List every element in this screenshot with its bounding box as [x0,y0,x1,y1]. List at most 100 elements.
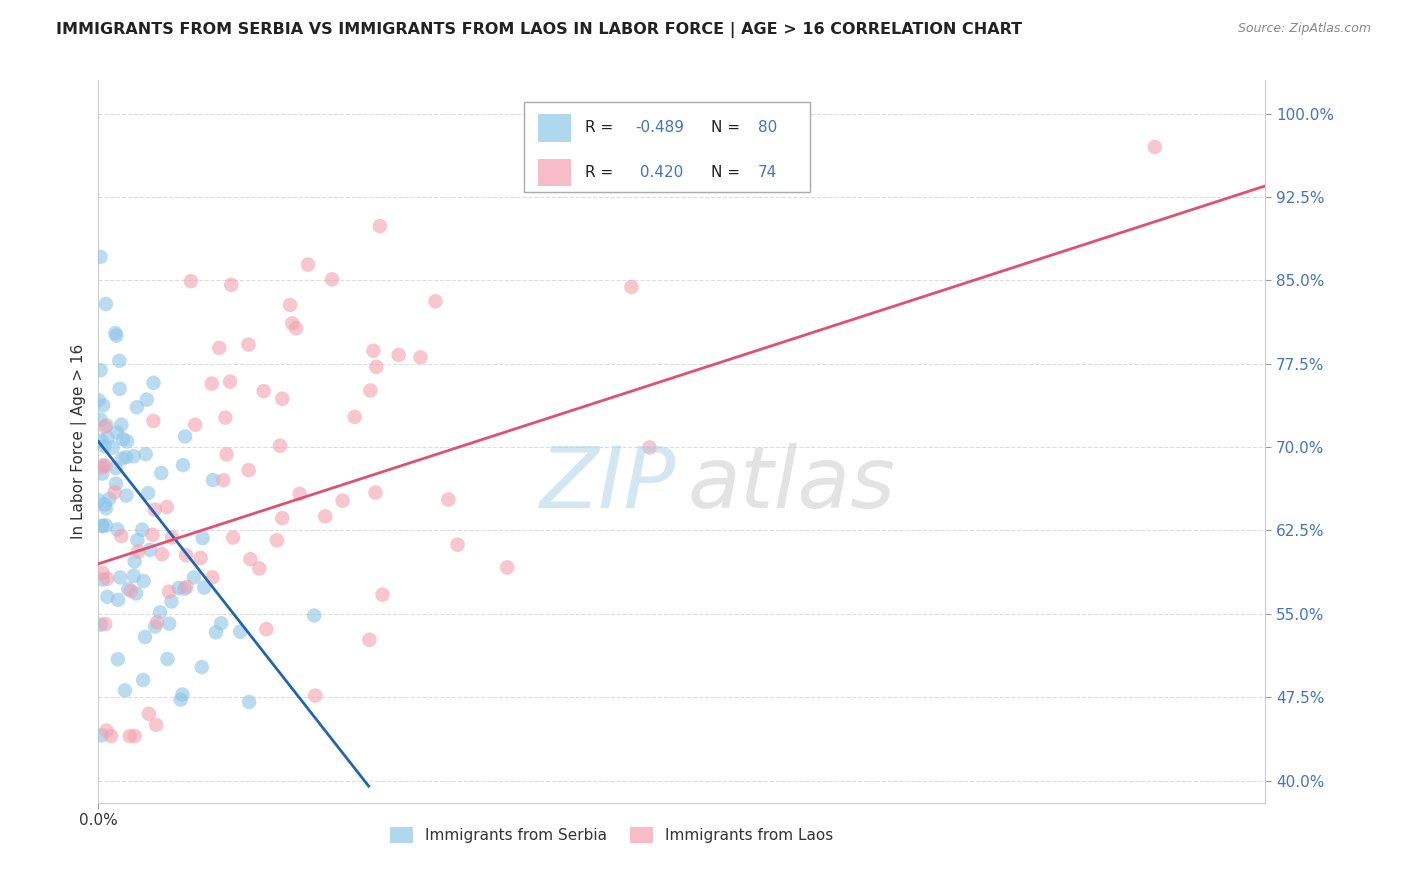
Text: -0.489: -0.489 [636,120,685,135]
Point [157,616,180,631]
Point [96,572,118,586]
Point [101,441,124,455]
Point [127,544,149,558]
Point [91,573,114,587]
Point [437,492,460,507]
Point [139,542,162,557]
Point [94,518,117,533]
Point [98,491,121,506]
Point [271,392,294,406]
Point [145,718,167,732]
Point [104,461,127,475]
Point [247,561,270,575]
Point [124,554,146,568]
Point [107,592,129,607]
Bar [538,114,571,142]
Point [96,590,118,604]
Point [160,531,183,545]
Point [111,451,134,466]
Point [120,583,142,598]
Point [205,625,228,640]
Point [132,574,155,588]
Point [638,441,661,455]
Point [191,531,214,545]
Point [89,412,111,426]
Point [127,533,149,547]
Point [359,632,381,647]
Point [111,432,134,446]
Point [94,617,117,632]
Point [191,660,214,674]
Point [87,493,110,508]
Point [90,434,112,448]
Bar [524,102,810,193]
Point [134,630,156,644]
Point [183,570,205,584]
Point [115,489,138,503]
Point [366,359,388,374]
Point [193,581,215,595]
Point [172,458,194,472]
Point [122,450,145,464]
Point [132,673,155,687]
Point [238,463,260,477]
Point [143,502,166,516]
Text: 74: 74 [758,164,778,179]
Point [90,460,112,475]
Point [143,619,166,633]
Point [364,485,387,500]
Point [115,434,138,449]
Point [180,274,202,288]
Point [173,582,195,596]
Point [446,538,468,552]
Point [90,363,112,377]
Point [142,527,165,541]
Point [104,326,127,340]
Point [363,343,385,358]
Point [104,476,127,491]
Point [135,392,157,407]
Text: 0.420: 0.420 [636,164,683,179]
Point [91,519,114,533]
Point [122,568,145,582]
Point [269,439,291,453]
Point [371,588,394,602]
Point [105,425,128,440]
Point [125,401,148,415]
Point [201,473,224,487]
Point [620,280,643,294]
Point [239,552,262,566]
Point [368,219,391,233]
Text: atlas: atlas [688,443,896,526]
Point [167,581,190,595]
Point [253,384,276,399]
Point [149,605,172,619]
Point [302,608,325,623]
Point [104,485,127,500]
Point [496,560,519,574]
Point [117,582,139,596]
Point [214,410,236,425]
Point [1143,140,1166,154]
Point [91,398,114,412]
Point [156,500,179,514]
Point [108,353,131,368]
Point [201,570,224,584]
Text: IMMIGRANTS FROM SERBIA VS IMMIGRANTS FROM LAOS IN LABOR FORCE | AGE > 16 CORRELA: IMMIGRANTS FROM SERBIA VS IMMIGRANTS FRO… [56,22,1022,38]
Point [96,723,118,738]
Point [125,586,148,600]
Point [238,337,260,351]
Point [266,533,288,548]
Point [105,328,128,343]
Point [174,548,197,562]
Text: Source: ZipAtlas.com: Source: ZipAtlas.com [1237,22,1371,36]
Text: N =: N = [711,164,745,179]
Point [409,351,432,365]
Point [156,652,179,666]
Point [150,466,173,480]
Point [94,501,117,516]
Point [343,409,366,424]
Point [212,473,235,487]
Point [91,566,114,580]
Text: N =: N = [711,120,745,135]
